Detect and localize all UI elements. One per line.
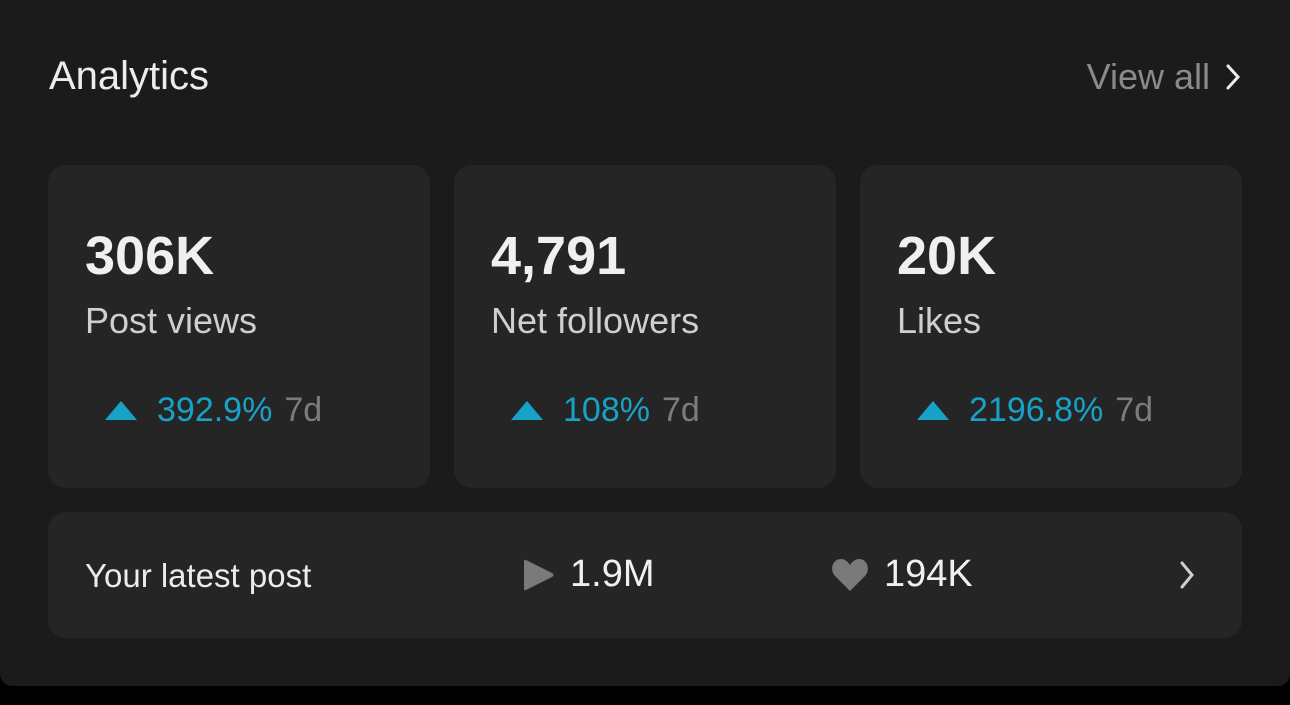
trend-up-icon [511, 401, 543, 420]
play-icon [524, 559, 554, 590]
latest-post-row[interactable]: Your latest post 1.9M 194K [48, 512, 1242, 638]
view-all-link[interactable]: View all [1087, 56, 1242, 98]
trend-up-icon [105, 401, 137, 420]
stat-trend: 2196.8% 7d [917, 391, 1153, 430]
view-all-label: View all [1086, 56, 1210, 97]
page-title: Analytics [49, 54, 210, 98]
stat-label: Net followers [491, 300, 700, 341]
stat-trend: 108% 7d [511, 391, 700, 430]
chevron-right-icon [1180, 561, 1194, 589]
trend-percent: 108% [563, 391, 650, 429]
stat-card-likes[interactable]: 20K Likes 2196.8% 7d [860, 165, 1242, 488]
trend-percent: 392.9% [157, 391, 273, 429]
latest-post-label: Your latest post [85, 557, 312, 594]
stat-trend: 392.9% 7d [105, 391, 322, 430]
stat-value: 4,791 [491, 226, 627, 286]
stat-label: Likes [897, 300, 982, 341]
stat-label: Post views [85, 300, 258, 341]
trend-period: 7d [1115, 391, 1154, 429]
trend-period: 7d [661, 391, 700, 429]
latest-post-likes: 194K [830, 553, 973, 596]
stat-value: 20K [897, 226, 997, 286]
likes-count: 194K [884, 553, 973, 595]
latest-post-views: 1.9M [522, 553, 654, 596]
stat-value: 306K [85, 226, 215, 286]
chevron-right-icon [1226, 64, 1241, 90]
heart-icon [832, 558, 868, 591]
stat-card-post-views[interactable]: 306K Post views 392.9% 7d [48, 165, 430, 488]
trend-percent: 2196.8% [969, 391, 1104, 429]
analytics-panel: Analytics View all 306K Post views 392.9… [0, 0, 1290, 686]
trend-period: 7d [284, 391, 323, 429]
stat-card-net-followers[interactable]: 4,791 Net followers 108% 7d [454, 165, 836, 488]
views-count: 1.9M [570, 553, 655, 595]
trend-up-icon [917, 401, 949, 420]
